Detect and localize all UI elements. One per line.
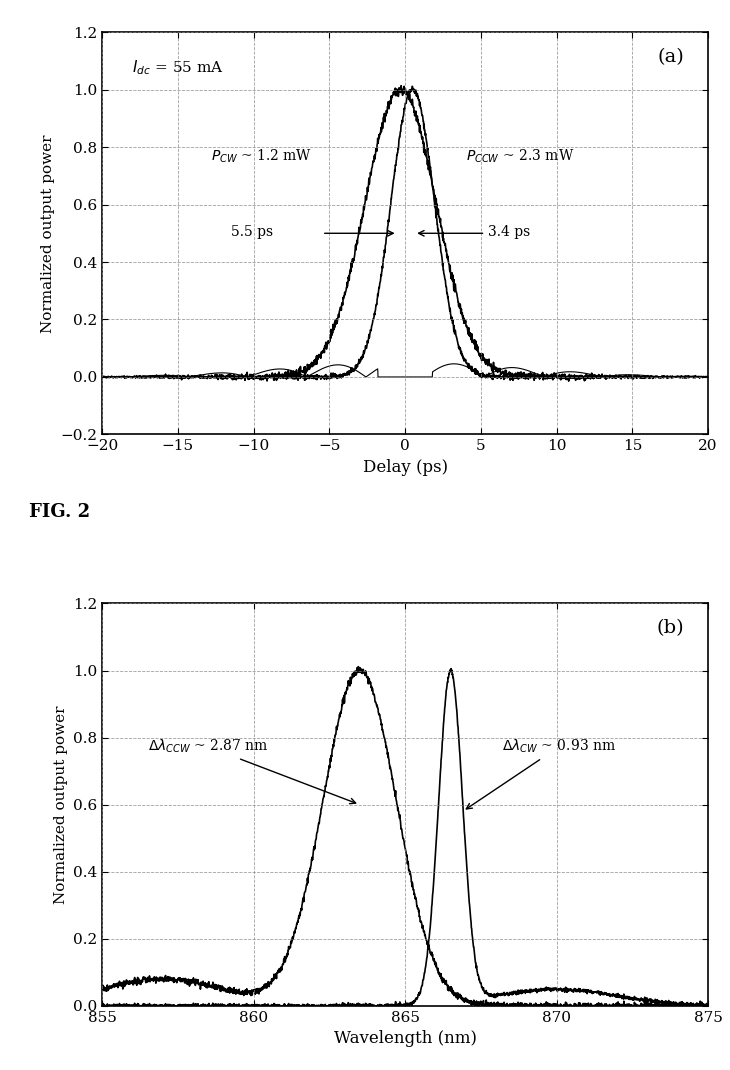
Text: $I_{dc}$ = 55 mA: $I_{dc}$ = 55 mA: [133, 59, 224, 77]
X-axis label: Wavelength (nm): Wavelength (nm): [334, 1030, 477, 1048]
Y-axis label: Normalized output power: Normalized output power: [41, 134, 55, 333]
Text: $P_{CCW}$ ~ 2.3 mW: $P_{CCW}$ ~ 2.3 mW: [466, 148, 574, 165]
Text: $P_{CW}$ ~ 1.2 mW: $P_{CW}$ ~ 1.2 mW: [211, 148, 312, 165]
Text: 3.4 ps: 3.4 ps: [488, 225, 531, 239]
Text: (b): (b): [656, 620, 684, 638]
X-axis label: Delay (ps): Delay (ps): [363, 459, 447, 476]
Y-axis label: Normalized output power: Normalized output power: [53, 705, 68, 904]
Text: (a): (a): [657, 48, 684, 66]
Text: 5.5 ps: 5.5 ps: [231, 225, 273, 239]
Text: $\Delta\lambda_{CW}$ ~ 0.93 nm: $\Delta\lambda_{CW}$ ~ 0.93 nm: [466, 738, 616, 809]
Text: FIG. 2: FIG. 2: [29, 503, 91, 521]
Text: $\Delta\lambda_{CCW}$ ~ 2.87 nm: $\Delta\lambda_{CCW}$ ~ 2.87 nm: [147, 738, 356, 804]
